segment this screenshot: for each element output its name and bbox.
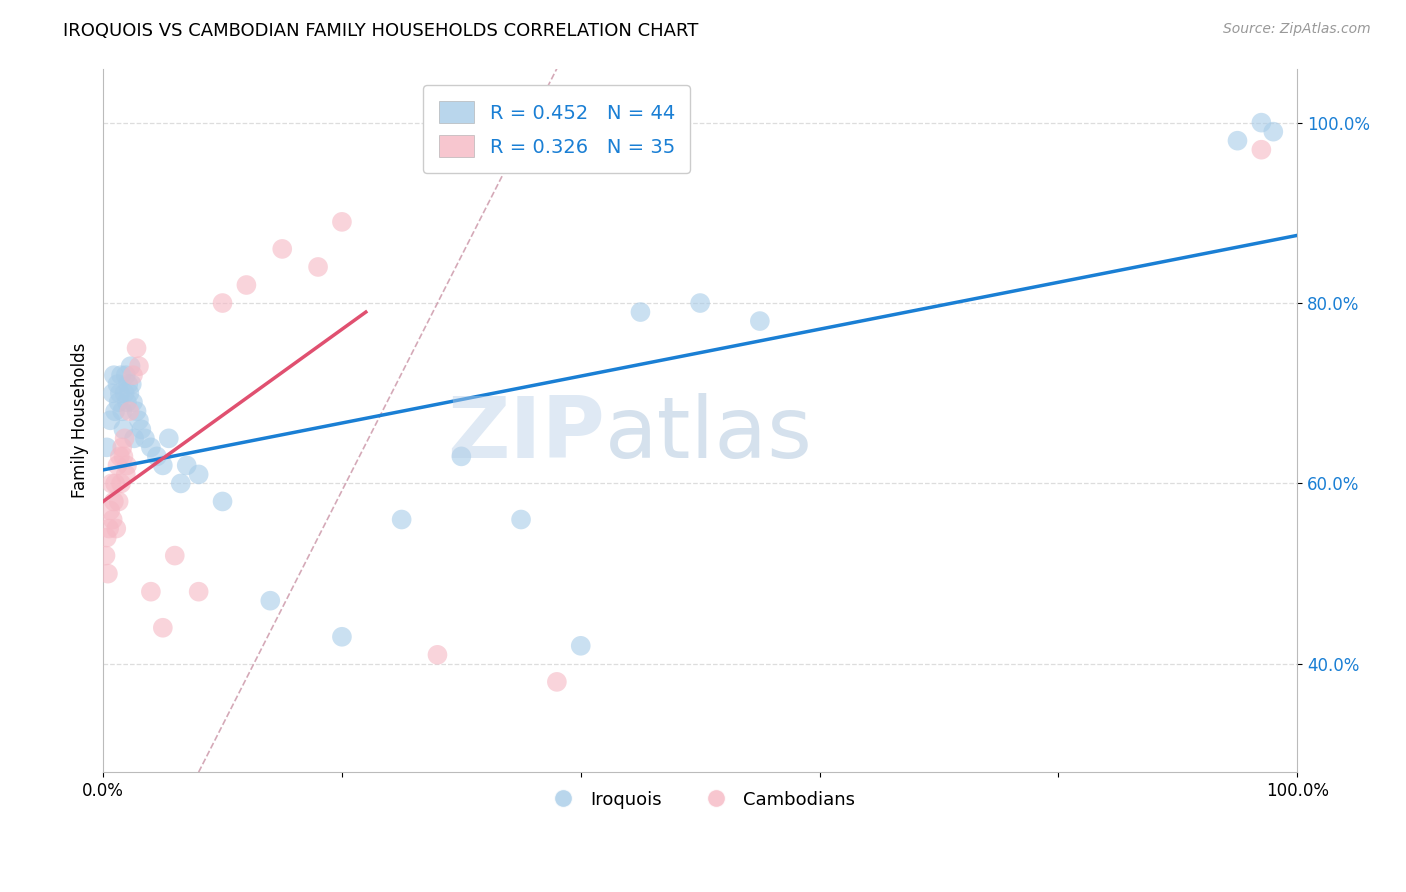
Point	[111, 404, 134, 418]
Point	[97, 566, 120, 581]
Text: ZIP: ZIP	[447, 392, 605, 475]
Point	[330, 215, 353, 229]
Point	[630, 305, 652, 319]
Point	[107, 458, 129, 473]
Point	[125, 404, 148, 418]
Point	[110, 368, 132, 383]
Point	[107, 377, 129, 392]
Point	[94, 549, 117, 563]
Point	[510, 512, 533, 526]
Point	[139, 584, 162, 599]
Point	[134, 431, 156, 445]
Point	[104, 404, 127, 418]
Point	[114, 431, 136, 445]
Point	[104, 476, 127, 491]
Point	[330, 630, 353, 644]
Point	[122, 368, 145, 383]
Point	[748, 314, 770, 328]
Point	[187, 584, 209, 599]
Point	[569, 639, 592, 653]
Point	[1250, 115, 1272, 129]
Point	[211, 296, 233, 310]
Point	[211, 494, 233, 508]
Point	[235, 278, 257, 293]
Point	[120, 359, 142, 374]
Point	[103, 368, 125, 383]
Text: Source: ZipAtlas.com: Source: ZipAtlas.com	[1223, 22, 1371, 37]
Point	[110, 476, 132, 491]
Point	[112, 422, 135, 436]
Point	[108, 450, 131, 464]
Point	[157, 431, 180, 445]
Point	[139, 441, 162, 455]
Point	[152, 621, 174, 635]
Point	[1263, 125, 1285, 139]
Point	[98, 522, 121, 536]
Point	[115, 458, 138, 473]
Point	[111, 441, 134, 455]
Point	[125, 341, 148, 355]
Point	[107, 395, 129, 409]
Point	[163, 549, 186, 563]
Point	[115, 395, 138, 409]
Point	[101, 386, 124, 401]
Point	[307, 260, 329, 274]
Point	[117, 377, 139, 392]
Point	[131, 422, 153, 436]
Legend: Iroquois, Cambodians: Iroquois, Cambodians	[538, 783, 862, 816]
Point	[689, 296, 711, 310]
Point	[114, 467, 136, 482]
Y-axis label: Family Households: Family Households	[72, 343, 89, 498]
Point	[100, 476, 122, 491]
Point	[105, 522, 128, 536]
Text: IROQUOIS VS CAMBODIAN FAMILY HOUSEHOLDS CORRELATION CHART: IROQUOIS VS CAMBODIAN FAMILY HOUSEHOLDS …	[63, 22, 699, 40]
Point	[108, 386, 131, 401]
Point	[98, 413, 121, 427]
Point	[118, 404, 141, 418]
Point	[107, 494, 129, 508]
Point	[114, 386, 136, 401]
Point	[271, 242, 294, 256]
Point	[187, 467, 209, 482]
Point	[121, 377, 143, 392]
Point	[96, 441, 118, 455]
Point	[259, 593, 281, 607]
Point	[146, 450, 169, 464]
Text: atlas: atlas	[605, 392, 813, 475]
Point	[118, 386, 141, 401]
Point	[122, 431, 145, 445]
Point	[128, 413, 150, 427]
Point	[170, 476, 193, 491]
Point	[101, 512, 124, 526]
Point	[112, 450, 135, 464]
Point	[546, 674, 568, 689]
Point	[103, 494, 125, 508]
Point	[176, 458, 198, 473]
Point	[122, 395, 145, 409]
Point	[152, 458, 174, 473]
Point	[98, 503, 121, 517]
Point	[426, 648, 449, 662]
Point	[128, 359, 150, 374]
Point	[391, 512, 413, 526]
Point	[1226, 134, 1249, 148]
Point	[96, 531, 118, 545]
Point	[450, 450, 472, 464]
Point	[1250, 143, 1272, 157]
Point	[114, 368, 136, 383]
